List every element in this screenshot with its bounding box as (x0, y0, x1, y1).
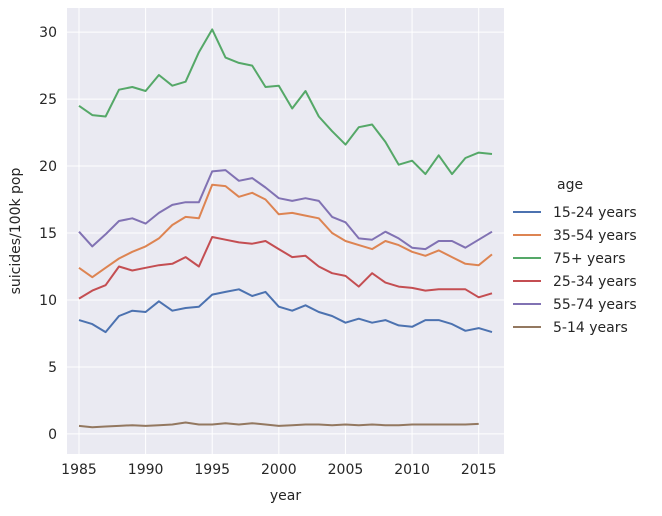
y-tick-label: 30 (39, 25, 57, 41)
x-tick-label: 2010 (394, 462, 430, 478)
y-axis-title: suicides/100k pop (8, 168, 24, 295)
legend-label: 15-24 years (553, 205, 637, 221)
legend: age 15-24 years 35-54 years 75+ years 25-34… (513, 177, 637, 336)
series-line (78, 169, 493, 251)
series-lines (78, 28, 493, 429)
x-tick-label: 2015 (461, 462, 497, 478)
x-tick-label: 1995 (194, 462, 230, 478)
legend-label: 55-74 years (553, 297, 637, 313)
y-tick-label: 25 (39, 92, 57, 108)
legend-label: 5-14 years (553, 320, 628, 336)
grid (67, 8, 504, 454)
x-tick-label: 2005 (328, 462, 364, 478)
y-tick-label: 5 (48, 360, 57, 376)
legend-label: 35-54 years (553, 228, 637, 244)
x-axis: 1985 1990 1995 2000 2005 2010 2015 (61, 462, 496, 478)
x-tick-label: 1985 (61, 462, 97, 478)
legend-title: age (557, 177, 583, 193)
x-tick-label: 1990 (128, 462, 164, 478)
y-tick-label: 15 (39, 226, 57, 242)
legend-label: 75+ years (553, 251, 626, 267)
y-tick-label: 20 (39, 159, 57, 175)
series-line (78, 288, 493, 334)
series-line (78, 183, 493, 279)
series-line (78, 28, 493, 176)
x-tick-label: 2000 (261, 462, 297, 478)
y-tick-label: 10 (39, 293, 57, 309)
series-line (78, 421, 479, 429)
x-axis-title: year (270, 488, 301, 504)
series-line (78, 236, 493, 300)
legend-label: 25-34 years (553, 274, 637, 290)
plot-area (67, 8, 504, 454)
y-axis: 0 5 10 15 20 25 30 (39, 25, 57, 443)
y-tick-label: 0 (48, 427, 57, 443)
